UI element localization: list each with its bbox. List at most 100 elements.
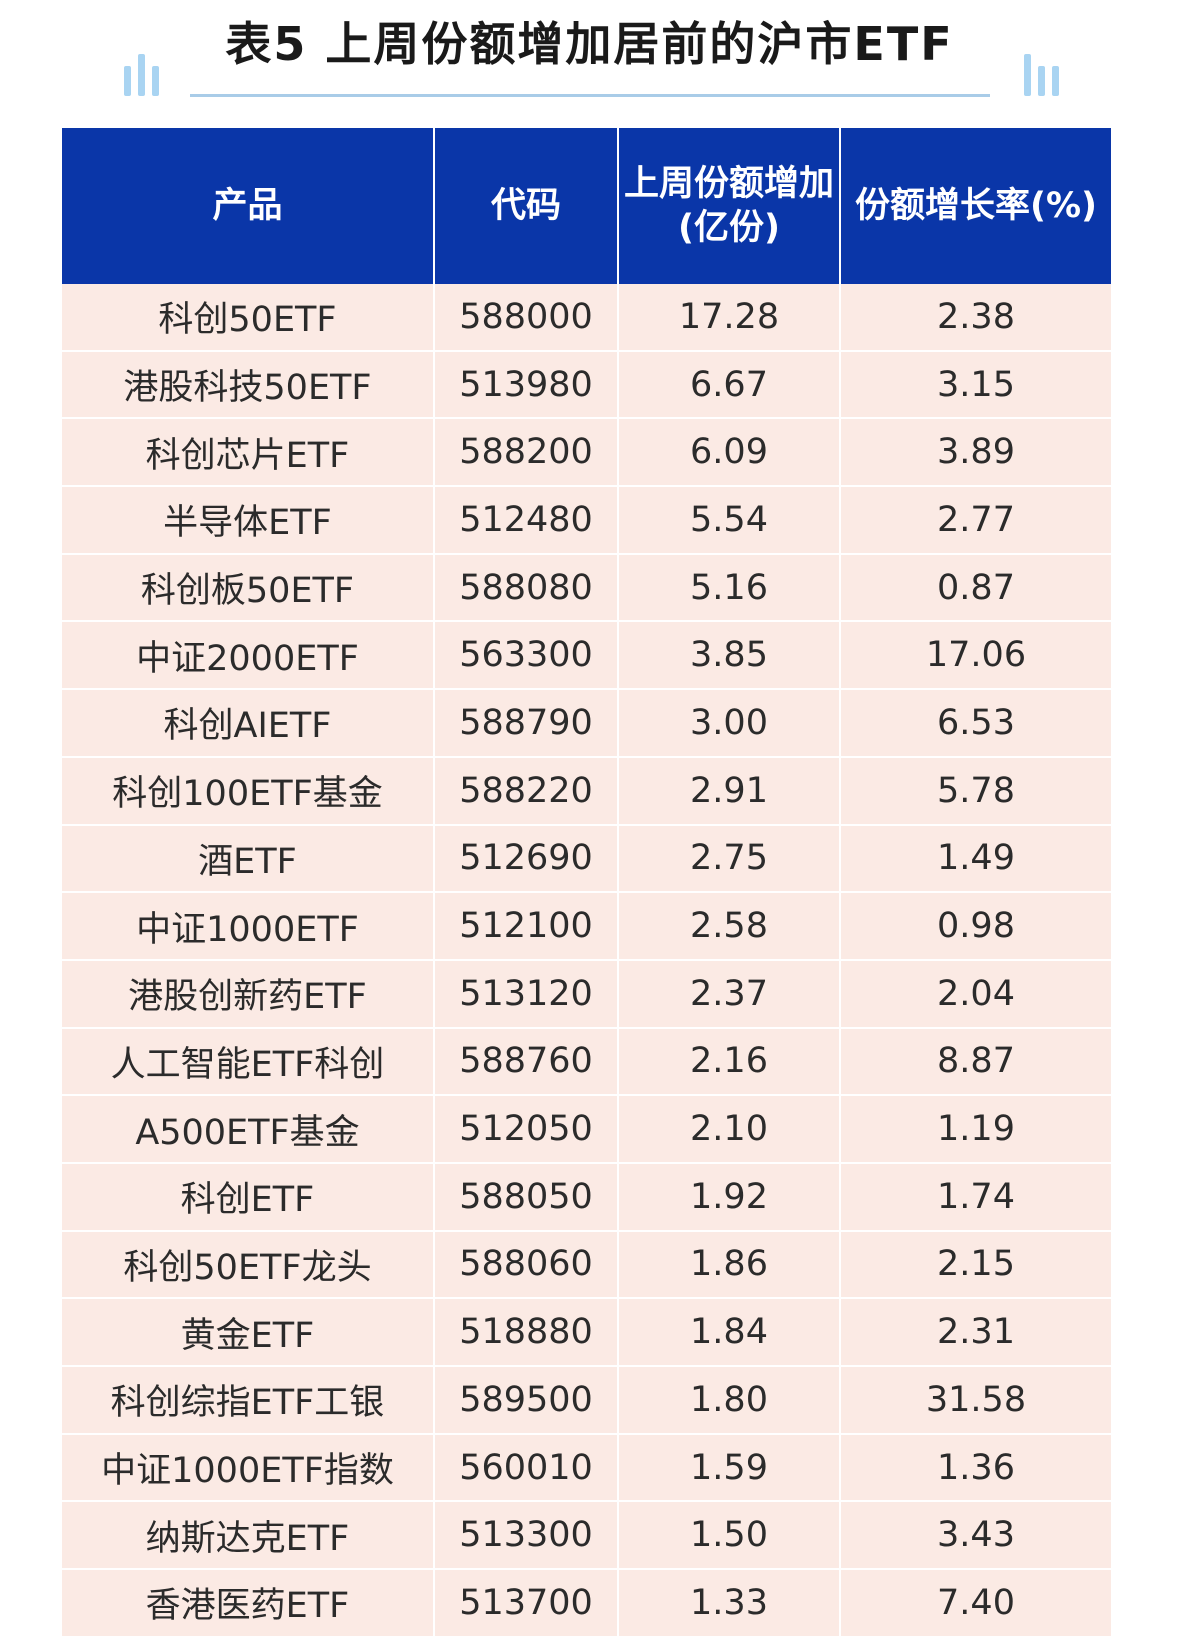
cell-product: 科创50ETF龙头	[62, 1230, 435, 1300]
cell-code: 560010	[434, 1433, 619, 1503]
cell-code: 512480	[434, 486, 619, 555]
table-body: 科创50ETF 588000 17.28 2.38 港股科技50ETF 513980 6.6…	[62, 284, 1111, 1638]
cell-rate: 1.74	[840, 1162, 1111, 1232]
cell-increase: 1.92	[618, 1162, 841, 1232]
table-row: 科创100ETF基金 588220 2.91 5.78	[62, 756, 1111, 826]
cell-code: 588220	[434, 756, 619, 826]
cell-product: 科创AIETF	[62, 689, 435, 758]
cell-increase: 6.09	[618, 418, 841, 488]
cell-increase: 1.33	[618, 1569, 841, 1638]
cell-increase: 5.54	[618, 486, 841, 555]
cell-code: 513980	[434, 350, 619, 420]
header-increase-line1: 上周份额增加	[623, 164, 834, 204]
cell-code: 588200	[434, 418, 619, 488]
cell-rate: 2.77	[840, 486, 1111, 555]
cell-increase: 17.28	[618, 284, 841, 352]
cell-product: 科创ETF	[62, 1162, 435, 1232]
cell-rate: 3.43	[840, 1501, 1111, 1571]
header-rate: 份额增长率(%)	[840, 128, 1111, 284]
table-row: 中证2000ETF 563300 3.85 17.06	[62, 621, 1111, 691]
cell-rate: 17.06	[840, 621, 1111, 691]
cell-product: 纳斯达克ETF	[62, 1501, 435, 1571]
cell-rate: 2.04	[840, 959, 1111, 1029]
table-row: 酒ETF 512690 2.75 1.49	[62, 824, 1111, 894]
cell-increase: 3.00	[618, 689, 841, 758]
cell-product: 中证1000ETF指数	[62, 1433, 435, 1503]
table-row: 纳斯达克ETF 513300 1.50 3.43	[62, 1501, 1111, 1571]
table-row: 科创ETF 588050 1.92 1.74	[62, 1162, 1111, 1232]
cell-code: 588790	[434, 689, 619, 758]
cell-code: 512690	[434, 824, 619, 894]
cell-increase: 2.10	[618, 1095, 841, 1164]
table-row: A500ETF基金 512050 2.10 1.19	[62, 1095, 1111, 1164]
title-underline	[190, 94, 990, 97]
table-row: 科创板50ETF 588080 5.16 0.87	[62, 553, 1111, 623]
table-row: 港股科技50ETF 513980 6.67 3.15	[62, 350, 1111, 420]
table-row: 人工智能ETF科创 588760 2.16 8.87	[62, 1027, 1111, 1097]
cell-increase: 3.85	[618, 621, 841, 691]
cell-product: 酒ETF	[62, 824, 435, 894]
cell-code: 513700	[434, 1569, 619, 1638]
cell-rate: 31.58	[840, 1366, 1111, 1435]
cell-product: 人工智能ETF科创	[62, 1027, 435, 1097]
cell-increase: 2.75	[618, 824, 841, 894]
header-increase-line2: (亿份)	[678, 208, 780, 248]
cell-rate: 2.38	[840, 284, 1111, 352]
cell-rate: 6.53	[840, 689, 1111, 758]
header-product: 产品	[62, 128, 435, 284]
cell-increase: 6.67	[618, 350, 841, 420]
cell-code: 512050	[434, 1095, 619, 1164]
cell-product: 科创100ETF基金	[62, 756, 435, 826]
header-code: 代码	[434, 128, 619, 284]
cell-rate: 5.78	[840, 756, 1111, 826]
cell-product: 科创50ETF	[62, 284, 435, 352]
table-row: 香港医药ETF 513700 1.33 7.40	[62, 1569, 1111, 1638]
cell-rate: 0.98	[840, 892, 1111, 961]
cell-rate: 8.87	[840, 1027, 1111, 1097]
cell-increase: 1.84	[618, 1298, 841, 1367]
table-row: 港股创新药ETF 513120 2.37 2.04	[62, 959, 1111, 1029]
cell-increase: 2.16	[618, 1027, 841, 1097]
cell-code: 589500	[434, 1366, 619, 1435]
cell-rate: 2.15	[840, 1230, 1111, 1300]
table-row: 科创综指ETF工银 589500 1.80 31.58	[62, 1366, 1111, 1435]
cell-rate: 1.19	[840, 1095, 1111, 1164]
cell-increase: 2.58	[618, 892, 841, 961]
cell-product: A500ETF基金	[62, 1095, 435, 1164]
cell-increase: 1.86	[618, 1230, 841, 1300]
page-title: 表5 上周份额增加居前的沪市ETF	[225, 17, 954, 71]
cell-product: 港股科技50ETF	[62, 350, 435, 420]
header-increase: 上周份额增加 (亿份)	[618, 128, 841, 284]
cell-product: 黄金ETF	[62, 1298, 435, 1367]
cell-rate: 1.49	[840, 824, 1111, 894]
etf-table: 产品 代码 上周份额增加 (亿份) 份额增长率(%) 科创50ETF 588000…	[62, 128, 1111, 1638]
cell-product: 中证1000ETF	[62, 892, 435, 961]
cell-code: 518880	[434, 1298, 619, 1367]
cell-rate: 3.15	[840, 350, 1111, 420]
cell-increase: 5.16	[618, 553, 841, 623]
cell-product: 半导体ETF	[62, 486, 435, 555]
cell-rate: 0.87	[840, 553, 1111, 623]
table-row: 中证1000ETF 512100 2.58 0.98	[62, 892, 1111, 961]
cell-rate: 7.40	[840, 1569, 1111, 1638]
cell-increase: 2.91	[618, 756, 841, 826]
cell-code: 513120	[434, 959, 619, 1029]
cell-increase: 1.80	[618, 1366, 841, 1435]
cell-rate: 3.89	[840, 418, 1111, 488]
cell-rate: 2.31	[840, 1298, 1111, 1367]
title-decoration-right	[1024, 54, 1064, 98]
table-row: 科创芯片ETF 588200 6.09 3.89	[62, 418, 1111, 488]
cell-product: 港股创新药ETF	[62, 959, 435, 1029]
cell-increase: 1.59	[618, 1433, 841, 1503]
table-header-row: 产品 代码 上周份额增加 (亿份) 份额增长率(%)	[62, 128, 1111, 284]
cell-product: 科创板50ETF	[62, 553, 435, 623]
table-row: 科创50ETF龙头 588060 1.86 2.15	[62, 1230, 1111, 1300]
cell-code: 513300	[434, 1501, 619, 1571]
cell-code: 588060	[434, 1230, 619, 1300]
title-decoration-left	[124, 54, 164, 98]
cell-code: 588080	[434, 553, 619, 623]
cell-product: 科创芯片ETF	[62, 418, 435, 488]
cell-increase: 1.50	[618, 1501, 841, 1571]
cell-product: 科创综指ETF工银	[62, 1366, 435, 1435]
cell-code: 588000	[434, 284, 619, 352]
